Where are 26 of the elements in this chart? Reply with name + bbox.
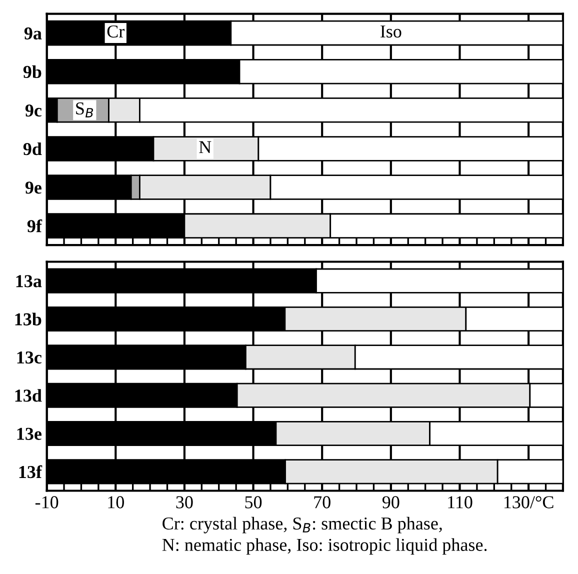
x-tick-label: 90 — [382, 496, 400, 508]
annotation: Cr — [107, 25, 125, 38]
y-tick-label: 13d — [15, 389, 42, 402]
y-tick-label: 13f — [19, 465, 42, 478]
y-tick-label: 9d — [23, 142, 42, 156]
x-tick-label: 50 — [245, 496, 262, 508]
y-tick-label: 9e — [25, 182, 42, 194]
y-tick-label: 13a — [16, 275, 42, 288]
y-tick-label: 13c — [17, 351, 42, 364]
x-tick-label: 30 — [176, 496, 193, 508]
x-tick-label: 70 — [314, 496, 330, 508]
annotation: Iso — [380, 26, 402, 38]
text: Cr: crystal phase, S$_{B}$: smectic B phase, — [162, 516, 442, 534]
x-tick-label: -10 — [35, 496, 58, 508]
y-tick-label: 9f — [27, 219, 42, 232]
annotation: S$_{B}$ — [76, 102, 94, 118]
x-tick-label: 10 — [108, 496, 124, 508]
y-tick-label: 9c — [25, 104, 42, 117]
y-tick-label: 13e — [17, 428, 42, 440]
text: N: nematic phase, Iso: isotropic liquid phase. — [162, 538, 487, 555]
x-tick-label: 130/°C — [504, 496, 554, 508]
y-tick-label: 13b — [15, 312, 42, 326]
x-tick-label: 110 — [448, 496, 472, 508]
annotation: N — [199, 141, 212, 154]
y-tick-label: 9b — [23, 65, 42, 78]
y-tick-label: 9a — [24, 27, 42, 40]
